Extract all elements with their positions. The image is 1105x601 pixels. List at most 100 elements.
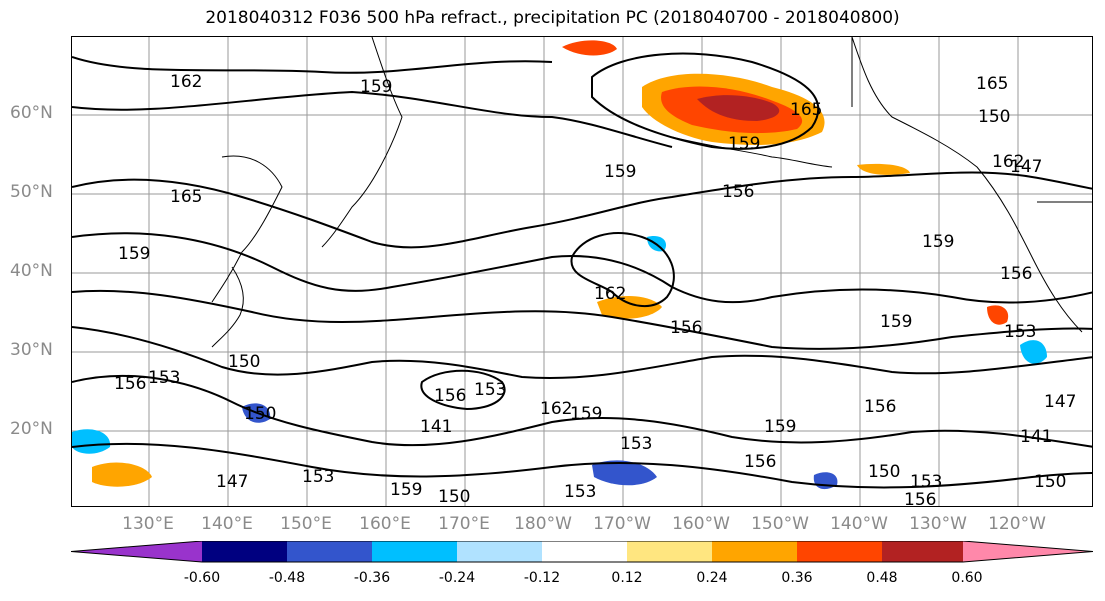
- coastline-japan: [211, 266, 244, 348]
- lon-label-150w: 150°W: [751, 514, 809, 534]
- colorbar-tick-label: -0.36: [353, 570, 391, 586]
- lon-label-150e: 150°E: [280, 514, 332, 534]
- contour-label: 153: [910, 472, 942, 492]
- contour-label: 153: [474, 380, 506, 400]
- contour-label: 150: [978, 107, 1010, 127]
- contour-line: [72, 326, 1092, 379]
- colorbar-segment: [71, 541, 202, 562]
- lon-label-120w: 120°W: [988, 514, 1046, 534]
- contour-line: [72, 171, 1092, 249]
- contour-label: 153: [1004, 322, 1036, 342]
- lat-label-30n: 30°N: [10, 340, 53, 360]
- contour-label: 156: [744, 452, 776, 472]
- height-contours: [72, 52, 1092, 489]
- colorbar-segment: [712, 541, 797, 562]
- lat-label-50n: 50°N: [10, 182, 53, 202]
- lon-label-180w: 180°W: [514, 514, 572, 534]
- colorbar-tick-label: 0.24: [696, 570, 728, 586]
- colorbar-segment: [287, 541, 372, 562]
- precip-patch-south: [592, 460, 657, 486]
- colorbar-outline: [71, 541, 1093, 563]
- contour-label: 156: [864, 397, 896, 417]
- contour-label: 153: [564, 482, 596, 502]
- contour-label: 156: [114, 374, 146, 394]
- contour-label: 162: [594, 284, 626, 304]
- precip-patch-southwest-2: [92, 462, 152, 487]
- contour-label: 159: [570, 404, 602, 424]
- contour-label: 153: [302, 467, 334, 487]
- contour-label: 156: [722, 182, 754, 202]
- coastline-asia: [211, 155, 283, 303]
- colorbar-tick-label: -0.60: [183, 570, 221, 586]
- contour-label: 147: [1010, 157, 1042, 177]
- colorbar-tick-label: -0.48: [268, 570, 306, 586]
- contour-line: [72, 232, 1092, 304]
- lon-label-170e: 170°E: [438, 514, 490, 534]
- coastline-north-america: [851, 37, 1083, 333]
- contour-label: 153: [620, 434, 652, 454]
- contour-label: 156: [434, 386, 466, 406]
- precip-patch-east: [1020, 340, 1047, 364]
- lat-label-20n: 20°N: [10, 419, 53, 439]
- colorbar-segment: [202, 541, 287, 562]
- colorbar-tick-label: 0.12: [611, 570, 643, 586]
- contour-label: 165: [170, 187, 202, 207]
- contour-label: 150: [438, 487, 470, 507]
- colorbar-segment: [542, 541, 627, 562]
- precip-patch-gulf-alaska-max: [697, 95, 780, 121]
- colorbar-tick-label: 0.36: [781, 570, 813, 586]
- colorbar-segment: [882, 541, 967, 562]
- contour-label: 141: [420, 417, 452, 437]
- colorbar-tick-label: -0.12: [523, 570, 561, 586]
- contour-line: [72, 442, 1092, 489]
- contour-label: 159: [360, 77, 392, 97]
- coastlines: [211, 37, 1092, 348]
- precip-shading: [72, 40, 1047, 490]
- contour-label: 159: [118, 244, 150, 264]
- lon-label-140w: 140°W: [830, 514, 888, 534]
- lon-label-130e: 130°E: [122, 514, 174, 534]
- contour-label: 165: [790, 100, 822, 120]
- contour-label: 141: [1020, 427, 1052, 447]
- contour-label: 162: [540, 399, 572, 419]
- contour-label: 156: [670, 318, 702, 338]
- colorbar-tick-label: 0.60: [951, 570, 983, 586]
- contour-label: 162: [992, 152, 1024, 172]
- contour-label: 150: [228, 352, 260, 372]
- colorbar-segment: [372, 541, 457, 562]
- contour-label: 159: [604, 162, 636, 182]
- colorbar-segment: [963, 541, 1093, 562]
- lon-label-160w: 160°W: [672, 514, 730, 534]
- contour-label: 150: [868, 462, 900, 482]
- contour-closed-high: [591, 52, 820, 150]
- map-plot-area: 162 159 165 165 159 162 165 159 159 156 …: [71, 36, 1093, 507]
- lon-label-140e: 140°E: [201, 514, 253, 534]
- contour-label: 162: [170, 72, 202, 92]
- contour-label: 159: [880, 312, 912, 332]
- contour-label: 153: [148, 368, 180, 388]
- colorbar-tick-label: 0.48: [866, 570, 898, 586]
- colorbar-tick-label: -0.24: [438, 570, 476, 586]
- precip-patch-northeast: [857, 163, 910, 175]
- contour-label: 147: [216, 472, 248, 492]
- contour-label-group: 162 159 165 165 159 162 165 159 159 156 …: [114, 72, 1076, 507]
- lat-label-40n: 40°N: [10, 261, 53, 281]
- lon-label-160e: 160°E: [359, 514, 411, 534]
- contour-closed-low: [570, 232, 675, 308]
- contour-label: 159: [390, 480, 422, 500]
- contour-closed-ring: [420, 369, 506, 411]
- colorbar-segment: [797, 541, 882, 562]
- colorbar-segment: [457, 541, 542, 562]
- contour-line: [72, 56, 553, 74]
- lon-label-130w: 130°W: [909, 514, 967, 534]
- contour-label: 159: [728, 134, 760, 154]
- precip-patch-east-2: [987, 305, 1009, 325]
- contour-label: 150: [244, 404, 276, 424]
- contour-line: [72, 90, 673, 148]
- precip-patch-southwest: [72, 429, 111, 454]
- contour-label: 156: [1000, 264, 1032, 284]
- contour-label: 150: [1034, 472, 1066, 492]
- contour-label: 156: [904, 490, 936, 507]
- map-canvas: 162 159 165 165 159 162 165 159 159 156 …: [72, 37, 1092, 507]
- lon-label-170w: 170°W: [593, 514, 651, 534]
